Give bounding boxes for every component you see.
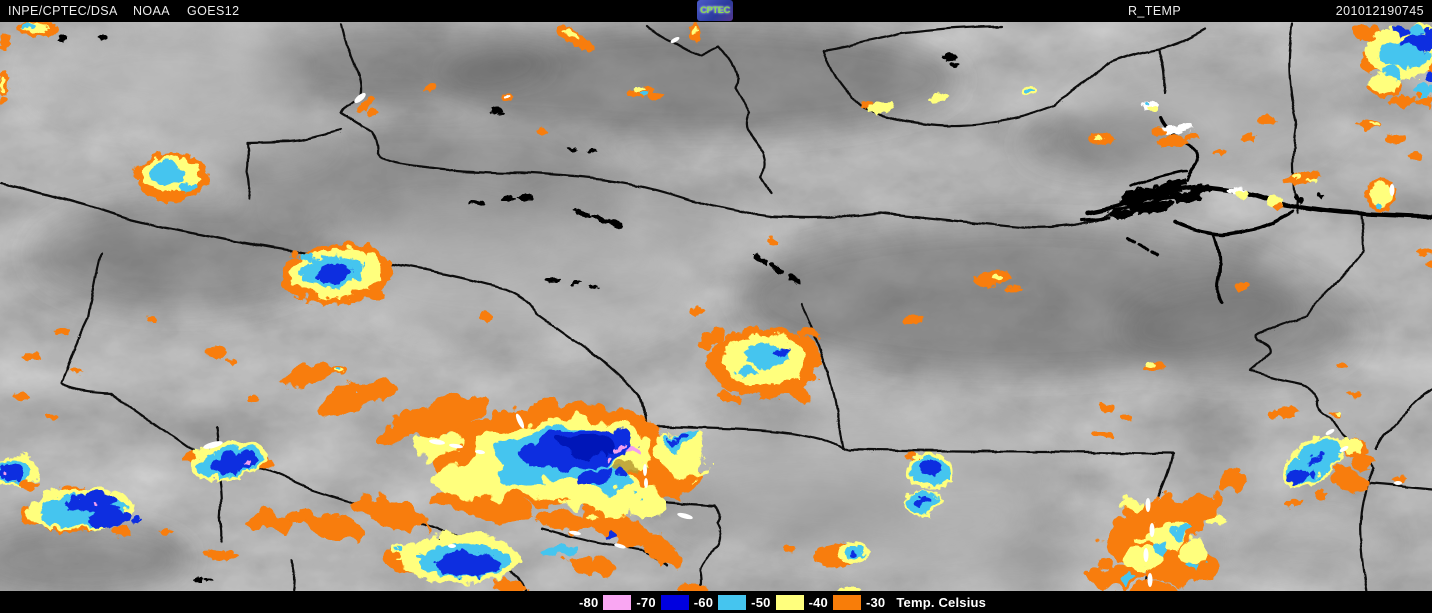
cloud-texture — [0, 22, 1432, 591]
legend-swatch — [832, 594, 861, 610]
cell-mcs-main — [236, 356, 702, 569]
cell-center — [692, 324, 818, 404]
legend-swatch — [718, 594, 747, 610]
legend-label: -60 — [693, 594, 714, 610]
cell-top-left-edge — [0, 22, 56, 105]
cell-east-ring — [1364, 176, 1394, 210]
legend-label: -40 — [808, 594, 828, 610]
cell-northeast-corner — [1352, 22, 1432, 156]
black-specks — [57, 32, 1324, 581]
country-borders — [0, 22, 1432, 591]
cell-west-central — [279, 240, 389, 302]
legend-swatch — [775, 594, 804, 610]
product-label: R_TEMP — [1128, 4, 1182, 18]
legend-swatch — [660, 594, 689, 610]
temperature-legend: -80 -70 -60 -50 -40 -30 Temp. Celsius — [576, 591, 986, 613]
agency-label: INPE/CPTEC/DSA — [8, 4, 118, 18]
cell-south-pair — [901, 449, 952, 513]
cell-southeast-cluster — [1084, 426, 1242, 591]
legend-swatch — [603, 594, 632, 610]
legend-label: -30 — [865, 594, 886, 610]
legend-caption: Temp. Celsius — [896, 594, 987, 610]
satellite-image — [0, 22, 1432, 591]
cell-west — [133, 149, 205, 199]
legend-label: -80 — [579, 594, 599, 610]
white-border-dashes — [203, 36, 1402, 587]
legend-label: -70 — [636, 594, 656, 610]
cell-south-central — [380, 531, 526, 591]
header-bar: INPE/CPTEC/DSA NOAA GOES12 CPTEC R_TEMP … — [0, 0, 1432, 22]
storm-cells — [0, 22, 1432, 591]
legend-label: -50 — [751, 594, 771, 610]
network-label: NOAA — [133, 4, 171, 18]
satellite-map — [0, 22, 1432, 591]
cell-east — [1280, 431, 1372, 504]
legend-bar: -80 -70 -60 -50 -40 -30 Temp. Celsius — [0, 591, 1432, 613]
cell-small-south — [782, 540, 868, 591]
cell-southwest-cluster — [0, 452, 137, 533]
small-specks — [12, 22, 1432, 591]
satellite-label: GOES12 — [187, 4, 240, 18]
cptec-logo: CPTEC — [697, 0, 733, 21]
timestamp-label: 201012190745 — [1335, 4, 1424, 18]
